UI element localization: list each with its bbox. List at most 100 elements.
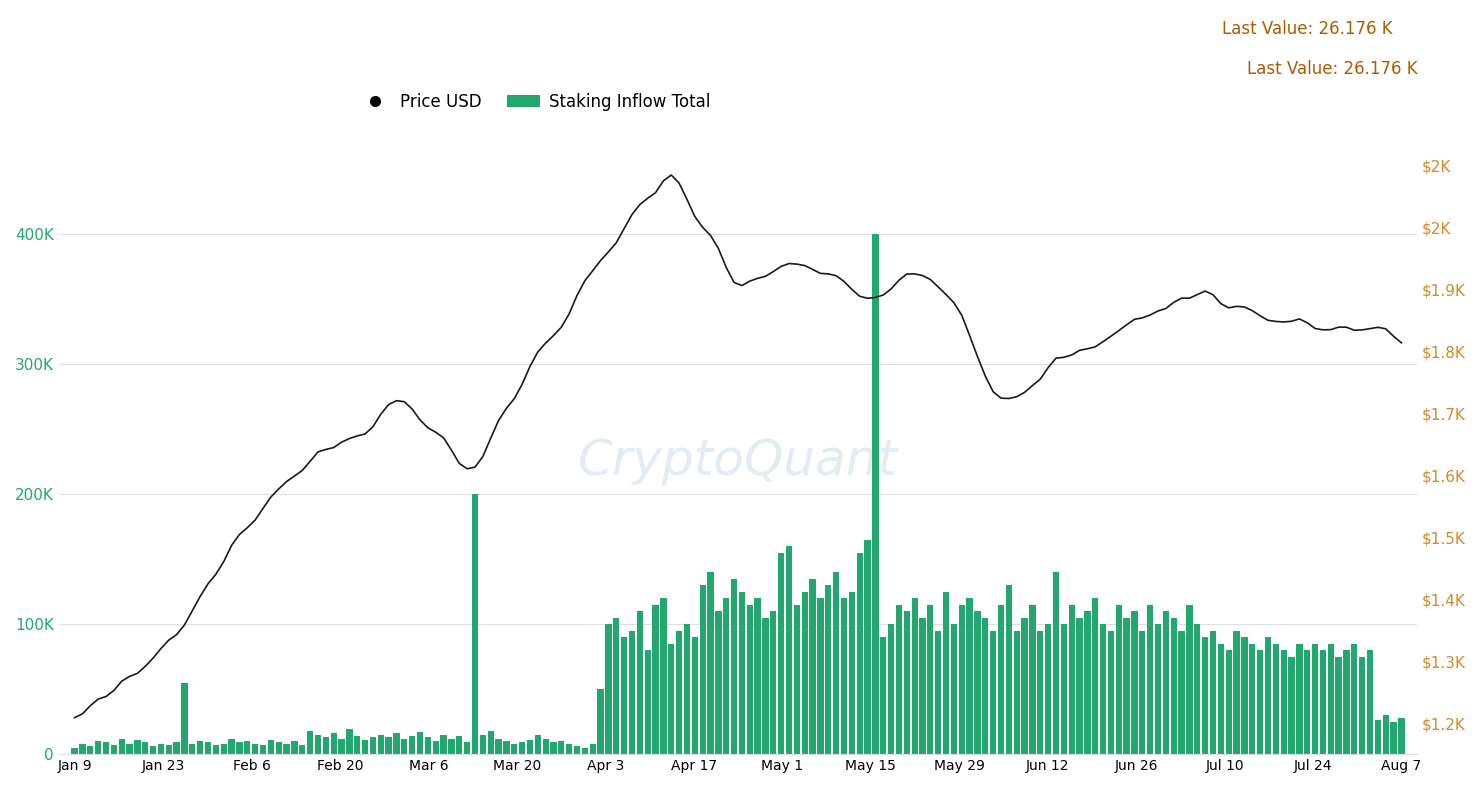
Bar — [1203, 637, 1208, 754]
Bar — [1217, 644, 1223, 754]
Bar — [1288, 656, 1294, 754]
Bar — [1391, 722, 1397, 754]
Bar — [1124, 618, 1130, 754]
Bar — [958, 604, 966, 754]
Bar — [644, 650, 650, 754]
Bar — [889, 624, 895, 754]
Bar — [1013, 630, 1020, 754]
Bar — [794, 604, 800, 754]
Bar — [158, 744, 164, 754]
Bar — [551, 742, 557, 754]
Bar — [275, 742, 281, 754]
Bar — [268, 740, 274, 754]
Bar — [1360, 656, 1365, 754]
Bar — [1226, 650, 1232, 754]
Bar — [1155, 624, 1161, 754]
Bar — [661, 598, 666, 754]
Bar — [416, 732, 424, 754]
Bar — [1248, 644, 1256, 754]
Bar — [841, 598, 847, 754]
Bar — [1139, 630, 1145, 754]
Bar — [150, 746, 156, 754]
Bar — [739, 592, 745, 754]
Bar — [943, 592, 949, 754]
Bar — [675, 630, 683, 754]
Bar — [770, 611, 776, 754]
Bar — [228, 738, 234, 754]
Bar — [425, 738, 431, 754]
Bar — [927, 604, 933, 754]
Bar — [1068, 604, 1075, 754]
Bar — [684, 624, 690, 754]
Bar — [378, 734, 384, 754]
Bar — [1367, 650, 1373, 754]
Bar — [606, 624, 612, 754]
Bar — [629, 630, 635, 754]
Bar — [181, 682, 188, 754]
Bar — [394, 734, 400, 754]
Bar — [1281, 650, 1287, 754]
Bar — [361, 740, 369, 754]
Bar — [896, 604, 902, 754]
Bar — [409, 736, 415, 754]
Bar — [118, 738, 124, 754]
Bar — [456, 736, 462, 754]
Bar — [338, 738, 345, 754]
Bar — [472, 494, 478, 754]
Bar — [1312, 644, 1318, 754]
Bar — [810, 578, 816, 754]
Bar — [511, 744, 517, 754]
Bar — [1351, 644, 1358, 754]
Bar — [1179, 630, 1185, 754]
Bar — [1060, 624, 1066, 754]
Bar — [213, 745, 219, 754]
Bar — [1296, 644, 1302, 754]
Bar — [197, 742, 203, 754]
Bar — [432, 742, 438, 754]
Bar — [732, 578, 738, 754]
Bar — [1272, 644, 1280, 754]
Bar — [1241, 637, 1247, 754]
Bar — [1305, 650, 1311, 754]
Bar — [778, 552, 785, 754]
Bar — [237, 742, 243, 754]
Bar — [982, 618, 988, 754]
Bar — [252, 744, 258, 754]
Bar — [998, 604, 1004, 754]
Bar — [292, 742, 298, 754]
Bar — [1265, 637, 1271, 754]
Bar — [440, 734, 447, 754]
Bar — [911, 598, 918, 754]
Bar — [190, 744, 195, 754]
Bar — [865, 540, 871, 754]
Bar — [102, 742, 110, 754]
Bar — [1186, 604, 1192, 754]
Bar — [1194, 624, 1201, 754]
Bar — [87, 746, 93, 754]
Bar — [715, 611, 721, 754]
Bar — [967, 598, 973, 754]
Bar — [575, 746, 581, 754]
Text: Last Value: 26.176 K: Last Value: 26.176 K — [1222, 20, 1392, 38]
Bar — [801, 592, 807, 754]
Bar — [1029, 604, 1035, 754]
Bar — [495, 738, 502, 754]
Bar — [589, 744, 595, 754]
Bar — [126, 744, 133, 754]
Text: Last Value: 26.176 K: Last Value: 26.176 K — [1247, 60, 1417, 78]
Bar — [111, 745, 117, 754]
Bar — [1006, 585, 1012, 754]
Bar — [173, 742, 179, 754]
Bar — [95, 742, 101, 754]
Bar — [653, 604, 659, 754]
Bar — [1100, 624, 1106, 754]
Text: CryptoQuant: CryptoQuant — [578, 437, 897, 485]
Bar — [989, 630, 997, 754]
Bar — [708, 572, 714, 754]
Bar — [307, 730, 314, 754]
Bar — [1383, 716, 1389, 754]
Bar — [1115, 604, 1123, 754]
Bar — [699, 585, 706, 754]
Bar — [535, 734, 541, 754]
Bar — [763, 618, 769, 754]
